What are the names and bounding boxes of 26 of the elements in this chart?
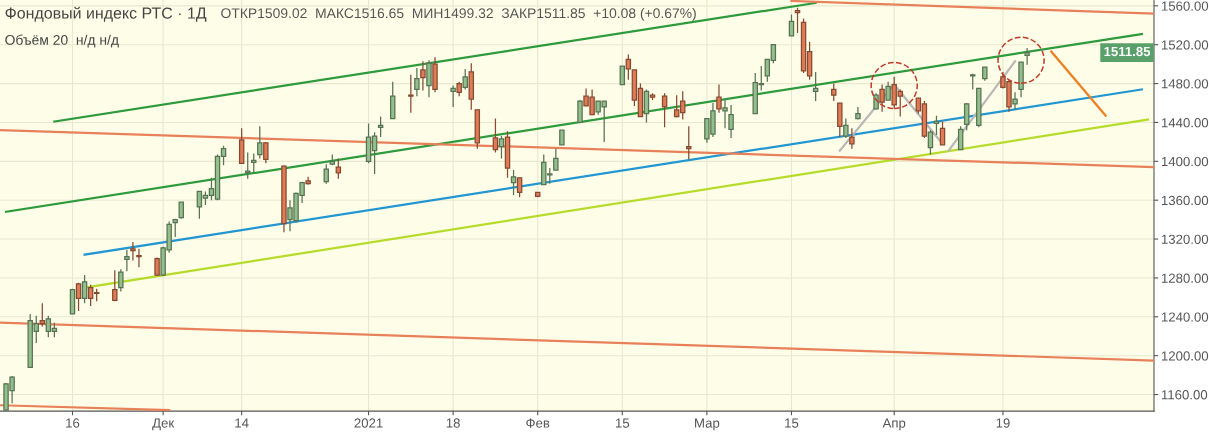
y-tick-label: 1240.00 — [1161, 312, 1209, 322]
annotation: 1511.85 — [1104, 46, 1151, 57]
x-tick-label: 16 — [66, 418, 80, 428]
y-tick-label: 1560.00 — [1161, 1, 1209, 11]
y-tick-label: 1360.00 — [1161, 195, 1209, 206]
x-tick-label: 2021 — [354, 418, 383, 428]
annotation: Объём 20 н/д н/д — [5, 34, 119, 48]
chart-title: Фондовый индекс РТС · 1Д — [5, 6, 207, 22]
x-tick-label: 18 — [446, 418, 460, 428]
x-tick-label: Апр — [882, 418, 906, 431]
x-tick-label: Фев — [526, 418, 550, 428]
x-tick-label: Дек — [152, 418, 175, 431]
x-tick-label: Мар — [695, 418, 720, 431]
x-tick-label: 15 — [785, 418, 799, 428]
x-tick-label: 14 — [235, 418, 249, 428]
y-tick-label: 1200.00 — [1161, 351, 1209, 361]
x-tick-label: 19 — [996, 418, 1010, 428]
y-tick-label: 1480.00 — [1161, 79, 1209, 89]
annotation: ОТКР1509.02 МАКС1516.65 МИН1499.32 ЗАКР1511.85 +10.08 (+0.67%) — [221, 7, 696, 21]
y-tick-label: 1440.00 — [1161, 118, 1209, 128]
y-tick-label: 1400.00 — [1161, 156, 1209, 167]
x-tick-label: 15 — [615, 418, 630, 428]
y-tick-label: 1320.00 — [1161, 234, 1209, 244]
y-tick-label: 1280.00 — [1161, 273, 1209, 283]
y-tick-label: 1520.00 — [1161, 40, 1209, 50]
y-tick-label: 1160.00 — [1161, 390, 1208, 400]
